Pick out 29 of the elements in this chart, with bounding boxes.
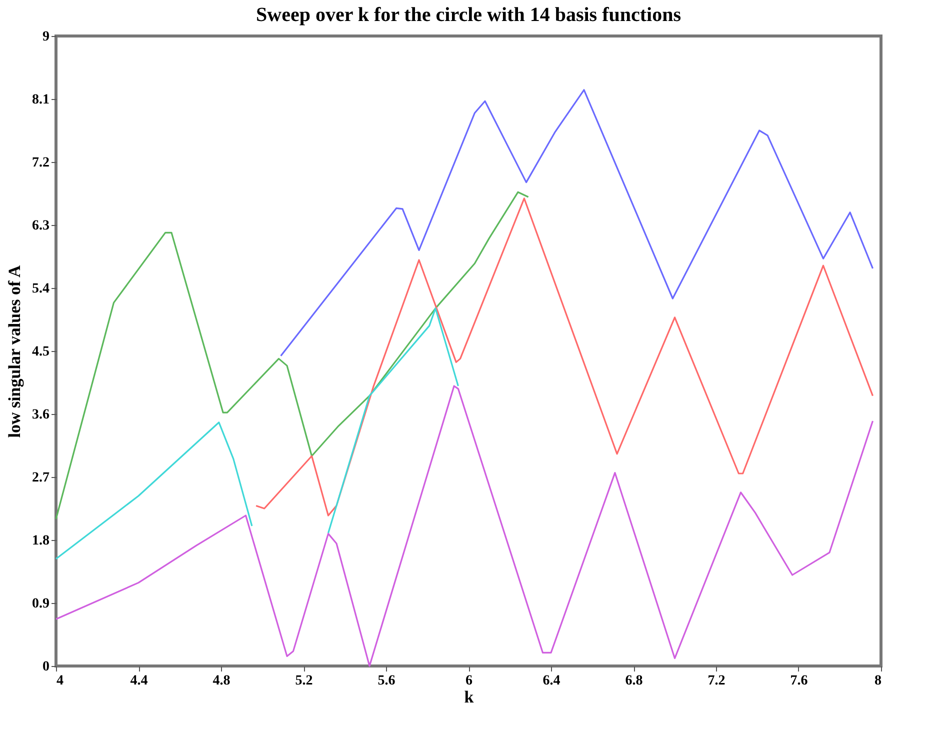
line-series	[280, 89, 874, 357]
y-tick-label: 4.5	[32, 344, 50, 360]
x-tick-label: 4	[56, 674, 64, 688]
y-tick-label: 1.8	[32, 534, 50, 548]
chart-title: Sweep over k for the circle with 14 basis functions	[256, 4, 682, 26]
x-tick-label: 5.6	[378, 674, 396, 688]
x-tick-label: 4.8	[212, 674, 230, 688]
x-tick-label: 8	[874, 674, 882, 688]
y-tick-label: 8.1	[32, 92, 50, 108]
line-series	[55, 385, 874, 667]
y-tick-label: 3.6	[32, 408, 50, 422]
x-tick-label: 7.6	[790, 674, 808, 688]
x-tick-label: 6.4	[542, 674, 560, 688]
y-tick-label: 5.4	[32, 282, 50, 296]
line-series	[255, 198, 874, 516]
x-tick-label: 6.8	[625, 674, 643, 688]
y-tick-label: 0	[42, 660, 50, 674]
y-tick-label: 0.9	[32, 596, 50, 612]
x-tick-label: 5.2	[295, 674, 313, 688]
x-tick-label: 6	[466, 674, 472, 688]
y-axis-title: low singular values of A	[5, 264, 24, 438]
x-tick-label: 4.4	[130, 674, 148, 688]
y-tick-label: 7.2	[32, 156, 50, 170]
y-tick-label: 2.7	[32, 470, 50, 486]
y-tick-label: 6.3	[32, 218, 50, 234]
x-tick-label: 7.2	[708, 674, 726, 688]
x-axis-title: k	[464, 688, 474, 706]
line-series	[55, 191, 530, 520]
y-tick-label: 9	[42, 30, 50, 44]
